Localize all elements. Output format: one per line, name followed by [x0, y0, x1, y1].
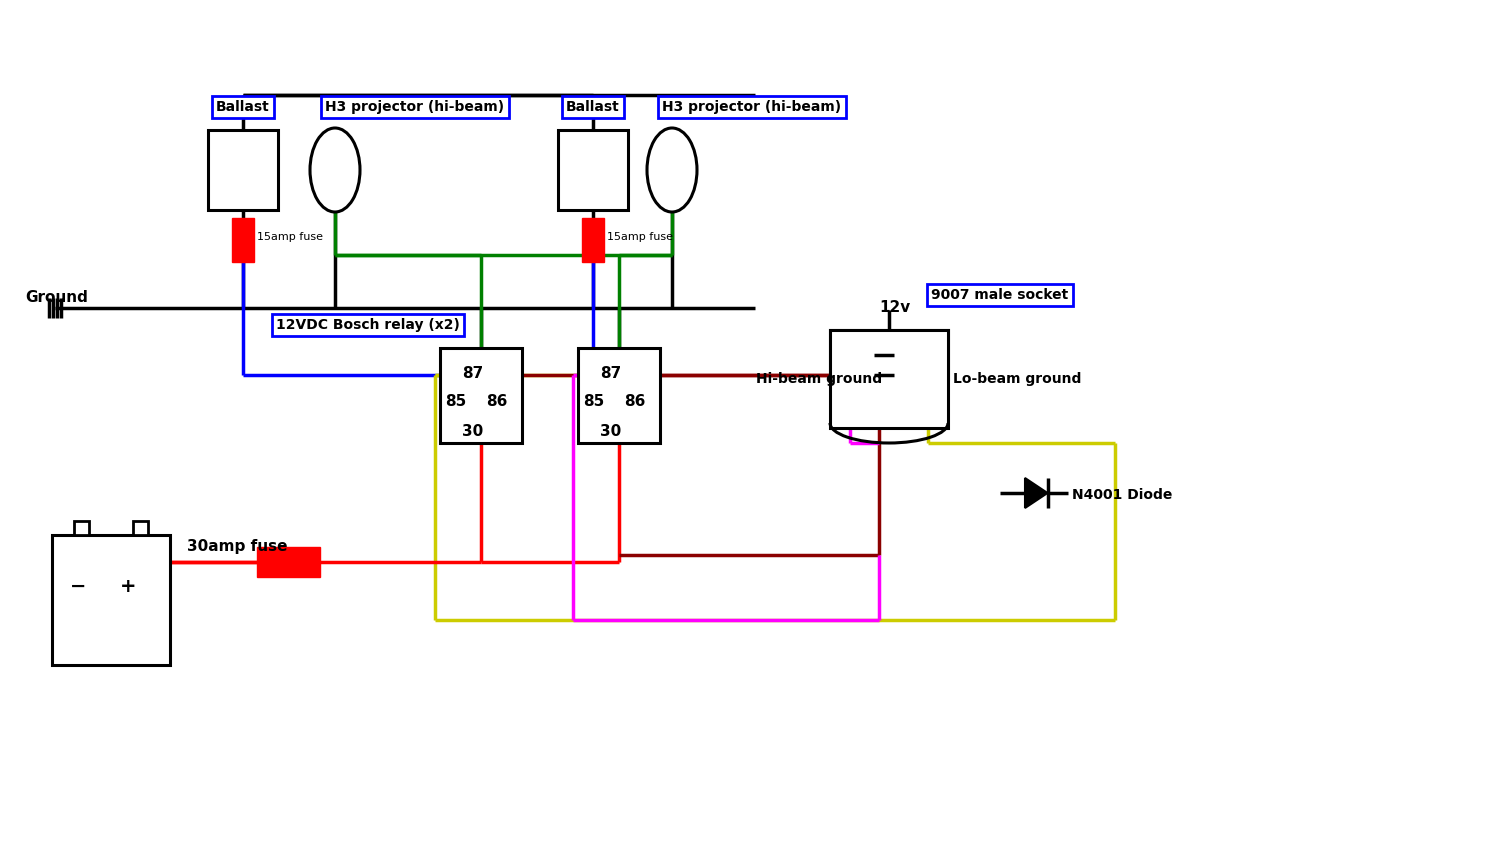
Bar: [256, 547, 320, 577]
Text: 30amp fuse: 30amp fuse: [188, 539, 288, 554]
Bar: [232, 218, 253, 262]
Text: 85: 85: [446, 394, 466, 409]
Text: H3 projector (hi-beam): H3 projector (hi-beam): [325, 100, 505, 114]
Bar: [830, 330, 948, 379]
Text: N4001 Diode: N4001 Diode: [1073, 488, 1173, 502]
Text: 12VDC Bosch relay (x2): 12VDC Bosch relay (x2): [276, 318, 460, 332]
Ellipse shape: [310, 128, 361, 212]
Text: 15amp fuse: 15amp fuse: [256, 232, 323, 242]
Bar: [52, 535, 170, 665]
Polygon shape: [1025, 478, 1047, 508]
Text: Ballast: Ballast: [566, 100, 620, 114]
Text: Lo-beam ground: Lo-beam ground: [954, 372, 1082, 386]
Bar: [209, 130, 279, 210]
Text: Ground: Ground: [25, 290, 88, 305]
Bar: [133, 521, 148, 535]
Text: Hi-beam ground: Hi-beam ground: [755, 372, 882, 386]
Bar: [578, 348, 660, 443]
Text: 15amp fuse: 15amp fuse: [606, 232, 673, 242]
Text: 9007 male socket: 9007 male socket: [931, 288, 1068, 302]
Text: H3 projector (hi-beam): H3 projector (hi-beam): [663, 100, 842, 114]
Text: Ballast: Ballast: [216, 100, 270, 114]
Text: +: +: [121, 577, 137, 596]
Text: 86: 86: [624, 394, 645, 409]
Text: −: −: [70, 577, 86, 596]
Bar: [583, 218, 603, 262]
Text: 12v: 12v: [879, 300, 910, 315]
Text: 87: 87: [462, 366, 483, 381]
Text: 30: 30: [600, 424, 621, 439]
Text: 86: 86: [486, 394, 508, 409]
Text: 30: 30: [462, 424, 483, 439]
Ellipse shape: [647, 128, 697, 212]
Bar: [830, 330, 948, 428]
Text: 87: 87: [600, 366, 621, 381]
Text: 85: 85: [583, 394, 605, 409]
Bar: [557, 130, 627, 210]
Bar: [74, 521, 89, 535]
Bar: [440, 348, 522, 443]
